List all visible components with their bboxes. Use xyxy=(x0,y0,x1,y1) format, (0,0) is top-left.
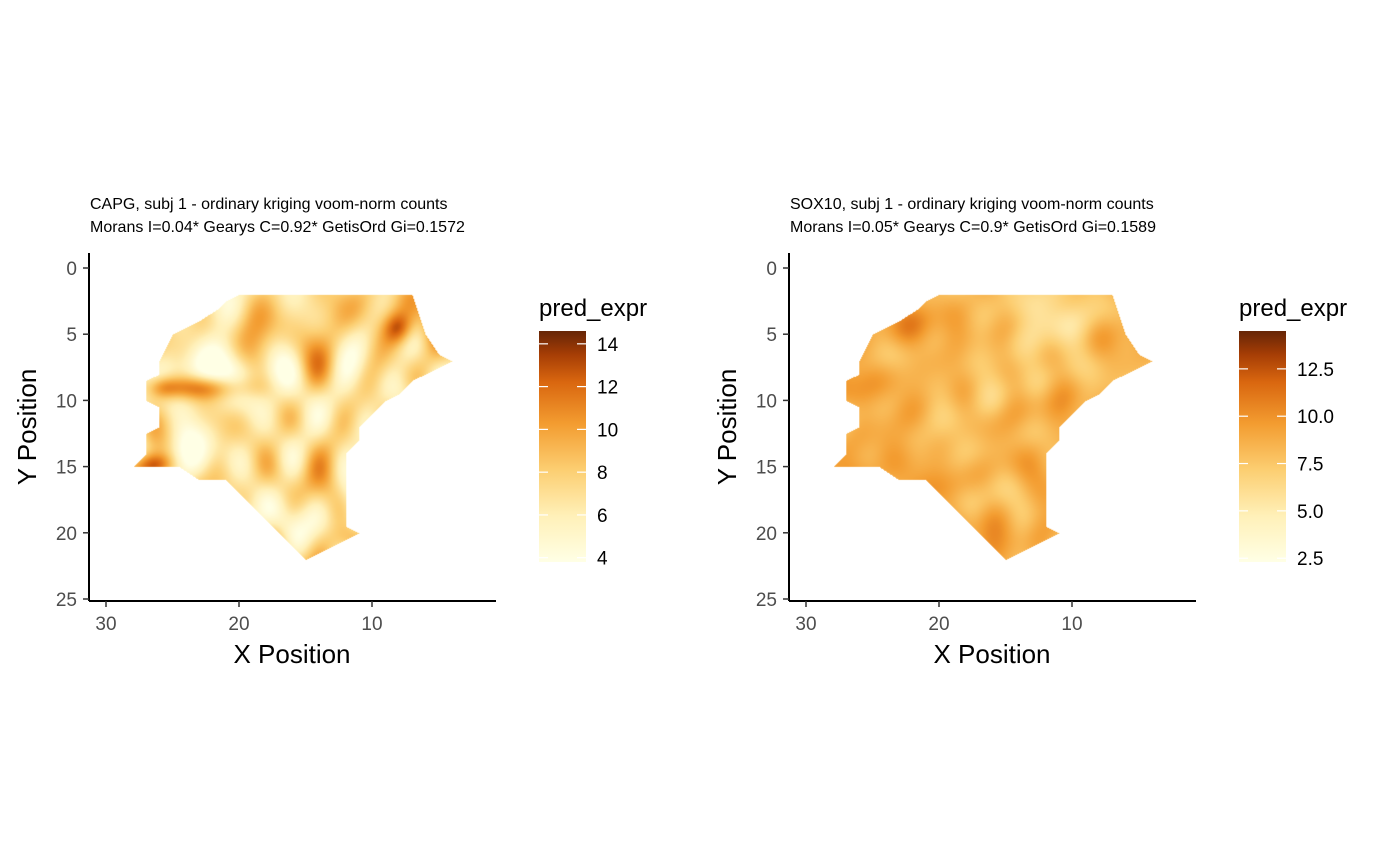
chart-title: CAPG, subj 1 - ordinary kriging voom-nor… xyxy=(90,196,447,213)
legend: pred_expr 2.5 5.0 7.5 10.0 12.5 xyxy=(1239,295,1347,570)
legend-title: pred_expr xyxy=(539,295,647,322)
y-tick-label: 10 xyxy=(756,391,777,412)
chart-subtitle: Morans I=0.05* Gearys C=0.9* GetisOrd Gi… xyxy=(790,219,1156,236)
panel-capg: CAPG, subj 1 - ordinary kriging voom-nor… xyxy=(12,196,647,669)
plot-area xyxy=(819,287,1166,566)
y-axis-title: Y Position xyxy=(12,369,42,486)
legend-colorbar xyxy=(1239,331,1286,562)
y-tick-label: 15 xyxy=(756,458,777,479)
legend-ticks: 4 6 8 10 12 14 xyxy=(539,335,619,570)
heatmap-raster xyxy=(819,287,1166,566)
x-tick-label: 30 xyxy=(95,614,116,635)
legend: pred_expr 4 6 8 10 12 14 xyxy=(539,295,647,570)
y-tick-label: 5 xyxy=(66,325,77,346)
y-tick-label: 5 xyxy=(766,325,777,346)
legend-tick-label: 8 xyxy=(597,463,608,484)
y-tick-label: 15 xyxy=(56,458,77,479)
legend-colorbar xyxy=(539,331,586,562)
y-axis-ticks: 0 5 10 15 20 25 xyxy=(756,259,789,611)
legend-tick-label: 12 xyxy=(597,378,618,399)
x-axis-ticks: 30 20 10 xyxy=(95,601,383,635)
x-tick-label: 20 xyxy=(228,614,249,635)
plot-area xyxy=(119,287,466,566)
x-axis-title: X Position xyxy=(933,639,1050,669)
x-tick-label: 10 xyxy=(1061,614,1082,635)
y-tick-label: 0 xyxy=(66,259,77,280)
y-axis-ticks: 0 5 10 15 20 25 xyxy=(56,259,89,611)
y-tick-label: 25 xyxy=(756,590,777,611)
legend-tick-label: 4 xyxy=(597,549,608,570)
x-tick-label: 30 xyxy=(795,614,816,635)
legend-tick-label: 14 xyxy=(597,335,619,356)
legend-tick-label: 6 xyxy=(597,506,608,527)
y-axis-title: Y Position xyxy=(712,369,742,486)
x-axis-ticks: 30 20 10 xyxy=(795,601,1083,635)
legend-tick-label: 12.5 xyxy=(1297,360,1334,381)
chart-subtitle: Morans I=0.04* Gearys C=0.92* GetisOrd G… xyxy=(90,219,465,236)
heatmap-raster xyxy=(119,287,466,566)
y-tick-label: 10 xyxy=(56,391,77,412)
y-tick-label: 20 xyxy=(756,524,777,545)
legend-ticks: 2.5 5.0 7.5 10.0 12.5 xyxy=(1239,360,1334,570)
legend-tick-label: 7.5 xyxy=(1297,455,1323,476)
x-axis-title: X Position xyxy=(233,639,350,669)
legend-title: pred_expr xyxy=(1239,295,1347,322)
legend-tick-label: 10.0 xyxy=(1297,407,1334,428)
y-tick-label: 20 xyxy=(56,524,77,545)
x-tick-label: 10 xyxy=(361,614,382,635)
y-tick-label: 0 xyxy=(766,259,777,280)
x-tick-label: 20 xyxy=(928,614,949,635)
y-tick-label: 25 xyxy=(56,590,77,611)
legend-tick-label: 5.0 xyxy=(1297,502,1323,523)
legend-tick-label: 10 xyxy=(597,420,618,441)
chart-title: SOX10, subj 1 - ordinary kriging voom-no… xyxy=(790,196,1154,213)
panel-sox10: SOX10, subj 1 - ordinary kriging voom-no… xyxy=(712,196,1347,669)
legend-tick-label: 2.5 xyxy=(1297,549,1323,570)
